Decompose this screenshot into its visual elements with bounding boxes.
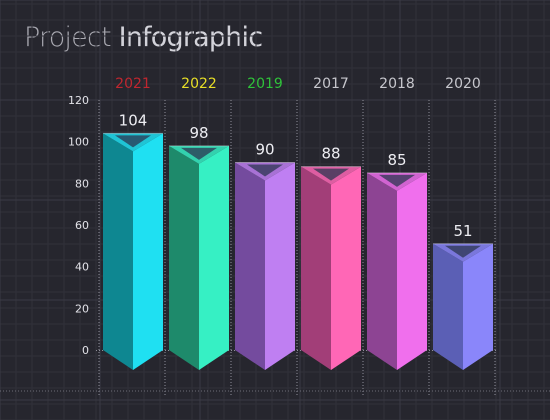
bar	[169, 145, 229, 370]
bar-face-right	[331, 166, 361, 370]
bar-face-right	[463, 243, 493, 370]
bar-cap-inner	[379, 174, 415, 187]
y-tick-label: 60	[75, 219, 89, 232]
x-category-label: 2019	[247, 76, 283, 92]
data-labels: 104 98 90 88 85 51	[119, 111, 473, 239]
bar-face-left	[433, 243, 463, 370]
bar-face-right	[397, 172, 427, 370]
x-category-label: 2021	[115, 76, 151, 92]
bar	[103, 132, 163, 370]
y-axis: 0 20 40 60 80 100 120	[68, 94, 89, 357]
y-tick-label: 100	[68, 136, 89, 149]
bar-face-left	[367, 172, 397, 370]
bar-cap-inner	[115, 135, 151, 148]
x-axis-category-labels: 2021 2022 2019 2017 2018 2020	[115, 76, 481, 92]
data-label: 90	[255, 141, 274, 159]
bar-face-left	[169, 145, 199, 370]
bar-series	[103, 132, 493, 370]
data-label: 104	[119, 111, 148, 129]
bar-face-right	[133, 133, 163, 370]
bar	[367, 172, 427, 370]
chart-title: Project Infographic	[24, 22, 263, 53]
y-tick-label: 0	[82, 344, 89, 357]
x-category-label: 2020	[445, 76, 481, 92]
data-label: 51	[453, 222, 472, 240]
bar-face-left	[235, 162, 265, 370]
bar-face-left	[103, 133, 133, 370]
x-category-label: 2022	[181, 76, 217, 92]
bar	[433, 243, 493, 370]
bar-face-right	[265, 162, 295, 370]
bar	[235, 162, 295, 370]
title-part-project: Project	[24, 22, 112, 53]
data-label: 98	[189, 124, 208, 142]
data-label: 85	[387, 151, 406, 169]
bar-face-left	[301, 166, 331, 370]
bar-cap-inner	[445, 245, 481, 258]
x-category-label: 2017	[313, 76, 349, 92]
bar-cap-inner	[247, 164, 283, 177]
bar	[301, 166, 361, 370]
bar-cap-inner	[181, 147, 217, 160]
plot-frame	[0, 100, 550, 395]
title-part-infographic: Infographic	[118, 22, 263, 53]
y-tick-label: 120	[68, 94, 89, 107]
y-tick-label: 40	[75, 261, 89, 274]
bar-face-right	[199, 145, 229, 370]
y-tick-label: 20	[75, 302, 89, 315]
bar-cap-inner	[313, 168, 349, 181]
data-label: 88	[321, 145, 340, 163]
y-tick-label: 80	[75, 177, 89, 190]
x-category-label: 2018	[379, 76, 415, 92]
